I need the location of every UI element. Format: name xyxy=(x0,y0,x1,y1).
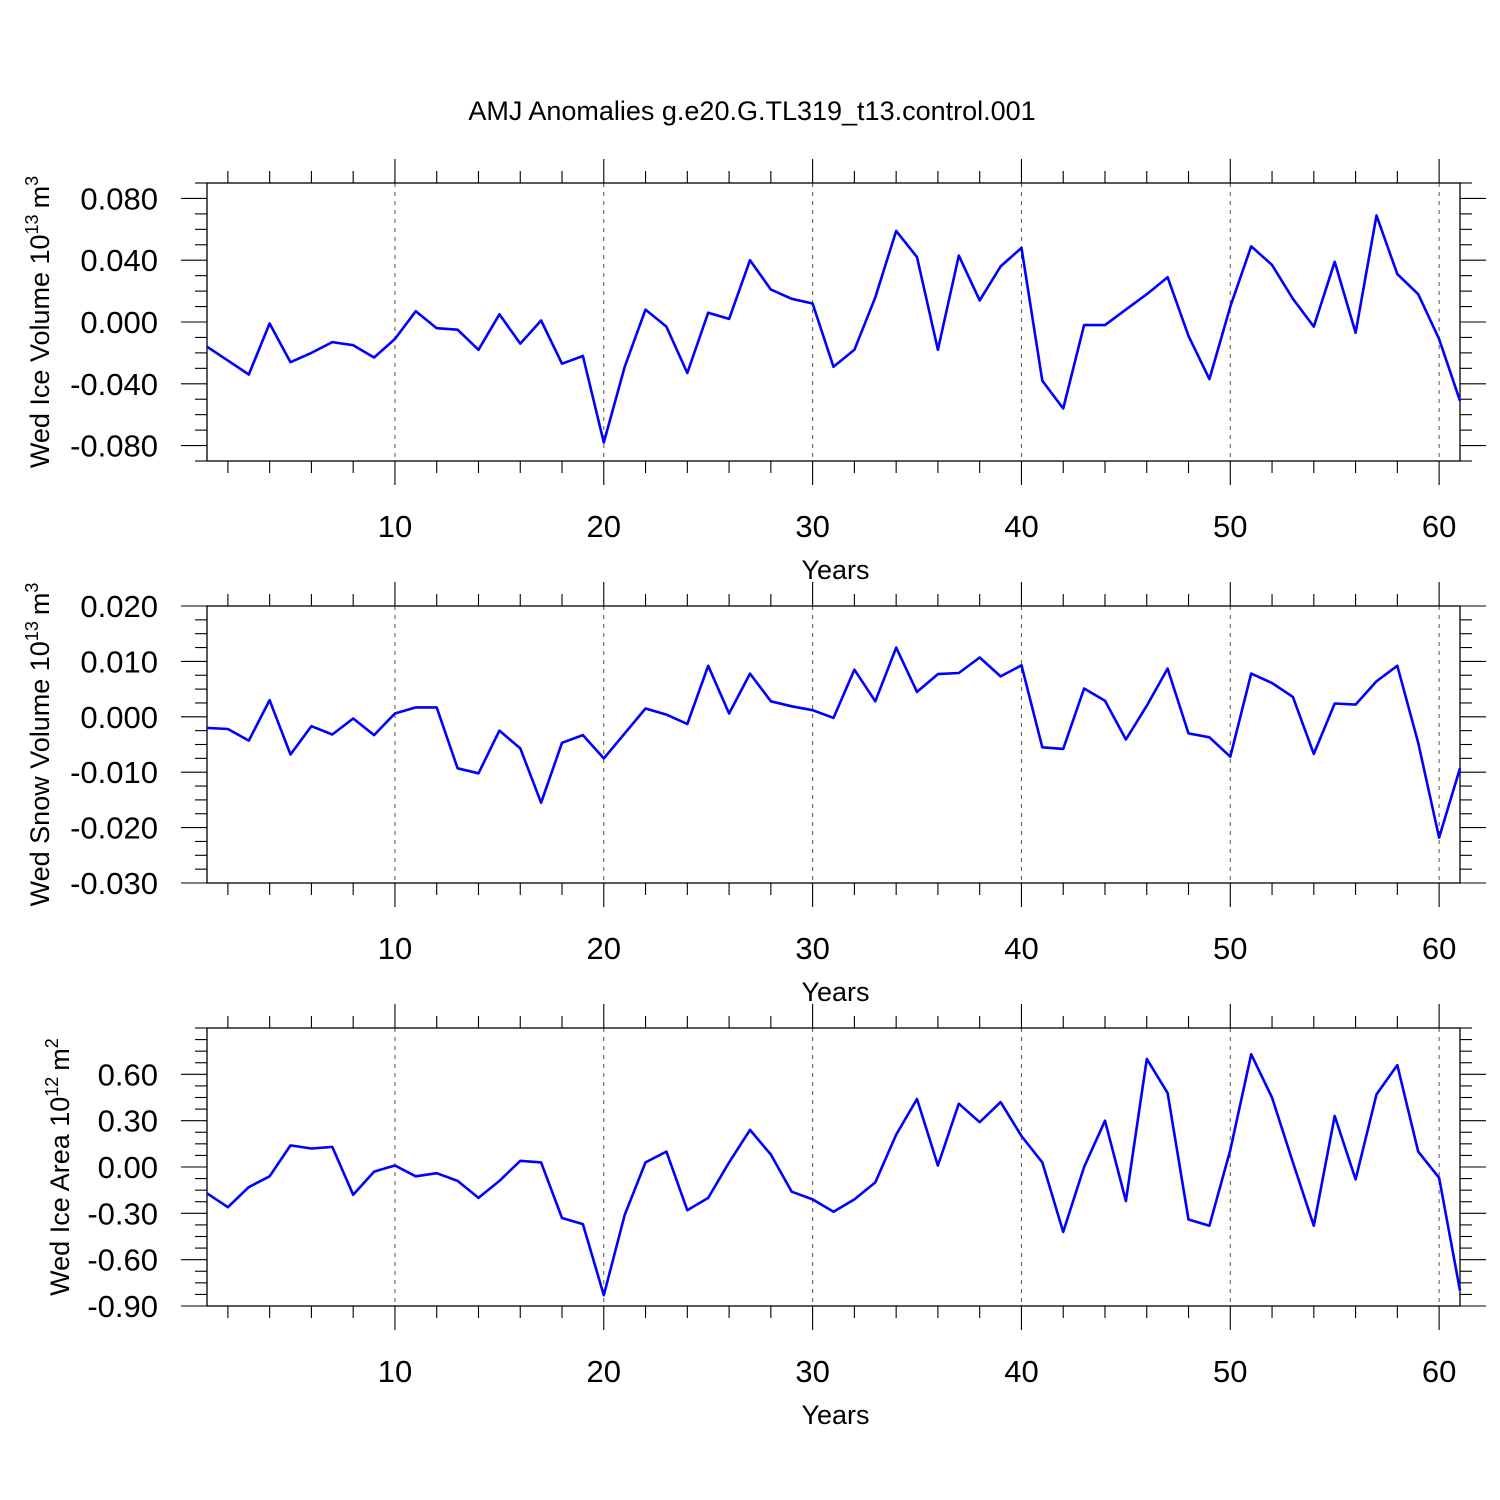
figure-title: AMJ Anomalies g.e20.G.TL319_t13.control.… xyxy=(468,96,1035,126)
y-axis-label: Wed Ice Volume 1013 m3 xyxy=(22,176,55,468)
y-tick-label: 0.000 xyxy=(80,305,158,340)
y-tick-label: -0.020 xyxy=(70,811,158,846)
y-axis-label-unit: m xyxy=(25,593,55,616)
y-axis-label-text: Wed Ice Area 10 xyxy=(45,1097,75,1296)
y-axis-label-exponent: 13 xyxy=(22,214,42,234)
x-tick-label: 60 xyxy=(1422,509,1456,544)
x-tick-label: 10 xyxy=(378,931,412,966)
y-tick-label: -0.040 xyxy=(70,367,158,402)
y-axis-label-unit-exponent: 2 xyxy=(42,1038,62,1048)
y-axis-label: Wed Snow Volume 1013 m3 xyxy=(22,583,55,907)
y-tick-label: 0.30 xyxy=(98,1104,158,1139)
panel-3: 10 20 30 40 50 60 -0.90 -0.60 -0.30 0.00 0.30 0.60 Y… xyxy=(42,1004,1486,1430)
x-tick-label: 60 xyxy=(1422,931,1456,966)
y-tick-label: 0.010 xyxy=(80,644,158,679)
panels: 10 20 30 40 50 60 -0.080 -0.040 0.000 0.040 0.080 Y… xyxy=(22,159,1486,1430)
y-axis-label-text: Wed Snow Volume 10 xyxy=(25,641,55,906)
y-tick-label: -0.90 xyxy=(87,1289,158,1324)
panel-2: 10 20 30 40 50 60 -0.030 -0.020 -0.010 0.000 0.010… xyxy=(22,582,1486,1007)
y-axis-label-unit: m xyxy=(45,1048,75,1071)
panel-1: 10 20 30 40 50 60 -0.080 -0.040 0.000 0.040 0.080 Y… xyxy=(22,159,1486,585)
series-line xyxy=(206,646,1462,839)
x-tick-label: 40 xyxy=(1004,931,1038,966)
x-axis-label: Years xyxy=(801,977,869,1007)
y-tick-label: -0.30 xyxy=(87,1196,158,1231)
y-axis-label-unit-exponent: 3 xyxy=(22,583,42,593)
y-axis-label: Wed Ice Area 1012 m2 xyxy=(42,1038,75,1296)
x-tick-label: 60 xyxy=(1422,1354,1456,1389)
y-axis-label-exponent: 12 xyxy=(42,1077,62,1097)
y-tick-label: -0.60 xyxy=(87,1243,158,1278)
y-axis-label-text: Wed Ice Volume 10 xyxy=(25,234,55,468)
y-axis-label-exponent: 13 xyxy=(22,621,42,641)
x-axis-label: Years xyxy=(801,555,869,585)
x-tick-label: 20 xyxy=(587,931,621,966)
y-tick-label: -0.010 xyxy=(70,755,158,790)
x-tick-label: 50 xyxy=(1213,1354,1247,1389)
x-tick-label: 30 xyxy=(795,931,829,966)
x-tick-label: 50 xyxy=(1213,931,1247,966)
x-tick-label: 40 xyxy=(1004,509,1038,544)
y-tick-label: 0.040 xyxy=(80,243,158,278)
x-tick-label: 30 xyxy=(795,509,829,544)
y-tick-label: -0.080 xyxy=(70,429,158,464)
x-tick-label: 20 xyxy=(587,509,621,544)
series-line xyxy=(206,1053,1462,1297)
y-tick-label: 0.60 xyxy=(98,1057,158,1092)
y-tick-label: 0.000 xyxy=(80,700,158,735)
x-tick-label: 30 xyxy=(795,1354,829,1389)
x-axis-label: Years xyxy=(801,1400,869,1430)
y-tick-label: 0.020 xyxy=(80,589,158,624)
x-tick-label: 20 xyxy=(587,1354,621,1389)
y-tick-label: -0.030 xyxy=(70,866,158,901)
y-axis-label-unit: m xyxy=(25,186,55,209)
y-axis-label-unit-exponent: 3 xyxy=(22,176,42,186)
x-tick-label: 40 xyxy=(1004,1354,1038,1389)
y-tick-label: 0.00 xyxy=(98,1150,158,1185)
x-tick-label: 10 xyxy=(378,1354,412,1389)
x-tick-label: 50 xyxy=(1213,509,1247,544)
series-line xyxy=(206,214,1462,444)
y-tick-label: 0.080 xyxy=(80,181,158,216)
x-tick-label: 10 xyxy=(378,509,412,544)
